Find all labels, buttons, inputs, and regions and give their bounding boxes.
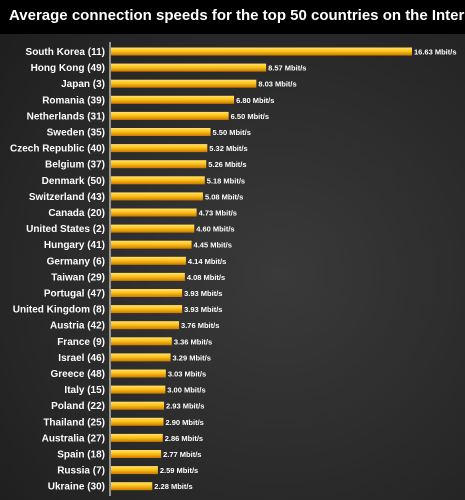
category-label: Thailand (25) [43, 417, 105, 428]
category-label: France (9) [57, 337, 105, 348]
category-label: Japan (3) [61, 79, 105, 90]
value-label: 16.63 Mbit/s [414, 48, 457, 57]
bar [111, 337, 172, 346]
value-label: 4.45 Mbit/s [194, 241, 232, 250]
category-label: Germany (6) [47, 256, 105, 267]
bar [111, 47, 412, 56]
bar [111, 450, 162, 458]
category-label: Greece (48) [51, 369, 105, 380]
value-label: 2.93 Mbit/s [166, 402, 204, 411]
value-label: 4.14 Mbit/s [188, 257, 226, 266]
value-label: 3.93 Mbit/s [184, 305, 222, 314]
value-label: 3.36 Mbit/s [174, 337, 212, 346]
category-label: Australia (27) [42, 433, 105, 444]
bar [111, 63, 267, 72]
bar [111, 305, 183, 314]
bar [111, 482, 153, 491]
category-label: Denmark (50) [42, 176, 105, 187]
value-label: 4.60 Mbit/s [196, 225, 234, 234]
value-label: 3.00 Mbit/s [167, 386, 205, 395]
bar [111, 401, 165, 410]
value-label: 2.90 Mbit/s [165, 418, 203, 427]
bar [111, 144, 208, 153]
category-label: Czech Republic (40) [10, 144, 105, 155]
category-label: Netherlands (31) [27, 111, 105, 122]
value-label: 3.76 Mbit/s [181, 321, 219, 330]
category-label: Belgium (37) [45, 160, 105, 171]
category-label: Sweden (35) [47, 128, 105, 139]
bar [111, 111, 229, 120]
category-label: United Kingdom (8) [13, 305, 105, 316]
category-label: Israel (46) [58, 353, 105, 364]
value-label: 5.32 Mbit/s [209, 144, 247, 153]
category-label: Poland (22) [51, 401, 105, 412]
value-label: 3.29 Mbit/s [173, 353, 211, 362]
category-label: Switzerland (43) [29, 192, 105, 203]
value-label: 8.03 Mbit/s [258, 80, 296, 89]
bar [111, 240, 192, 249]
category-label: South Korea (11) [26, 47, 105, 58]
bar [111, 272, 185, 281]
value-label: 8.57 Mbit/s [268, 64, 306, 73]
bar [111, 353, 171, 362]
chart-title: Average connection speeds for the top 50… [9, 7, 465, 24]
value-label: 5.08 Mbit/s [205, 192, 243, 201]
bar [111, 208, 197, 217]
bar [111, 256, 186, 265]
value-label: 6.50 Mbit/s [231, 112, 269, 121]
bar [111, 289, 183, 297]
bar [111, 79, 257, 88]
value-label: 2.28 Mbit/s [154, 482, 192, 491]
bar [111, 176, 205, 185]
bar [111, 128, 211, 136]
value-label: 4.08 Mbit/s [187, 273, 225, 282]
bar [111, 160, 207, 169]
category-label: United States (2) [26, 224, 105, 235]
value-label: 6.80 Mbit/s [236, 96, 274, 105]
value-label: 2.59 Mbit/s [160, 466, 198, 475]
bar [111, 385, 166, 394]
category-label: Romania (39) [42, 95, 105, 106]
title-bar: Average connection speeds for the top 50… [0, 0, 465, 34]
bar [111, 433, 163, 442]
category-label: Taiwan (29) [51, 272, 105, 283]
bar [111, 192, 203, 201]
category-label: Hong Kong (49) [31, 63, 105, 74]
category-label: Russia (7) [57, 466, 105, 477]
value-label: 2.77 Mbit/s [163, 450, 201, 459]
bar [111, 417, 164, 426]
category-label: Ukraine (30) [48, 482, 105, 493]
value-label: 2.86 Mbit/s [165, 434, 203, 443]
value-label: 5.50 Mbit/s [213, 128, 251, 137]
bar [111, 321, 180, 330]
category-label: Hungary (41) [44, 240, 105, 251]
value-label: 3.93 Mbit/s [184, 289, 222, 298]
category-label: Austria (42) [50, 321, 105, 332]
value-label: 5.18 Mbit/s [207, 176, 245, 185]
bar [111, 224, 195, 233]
value-label: 3.03 Mbit/s [168, 370, 206, 379]
bar [111, 466, 158, 475]
category-label: Portugal (47) [44, 289, 105, 300]
category-label: Spain (18) [57, 450, 105, 461]
category-label: Italy (15) [64, 385, 105, 396]
bar [111, 369, 166, 378]
category-label: Canada (20) [48, 208, 105, 219]
value-label: 5.26 Mbit/s [208, 160, 246, 169]
bar [111, 95, 235, 104]
value-label: 4.73 Mbit/s [199, 209, 237, 218]
